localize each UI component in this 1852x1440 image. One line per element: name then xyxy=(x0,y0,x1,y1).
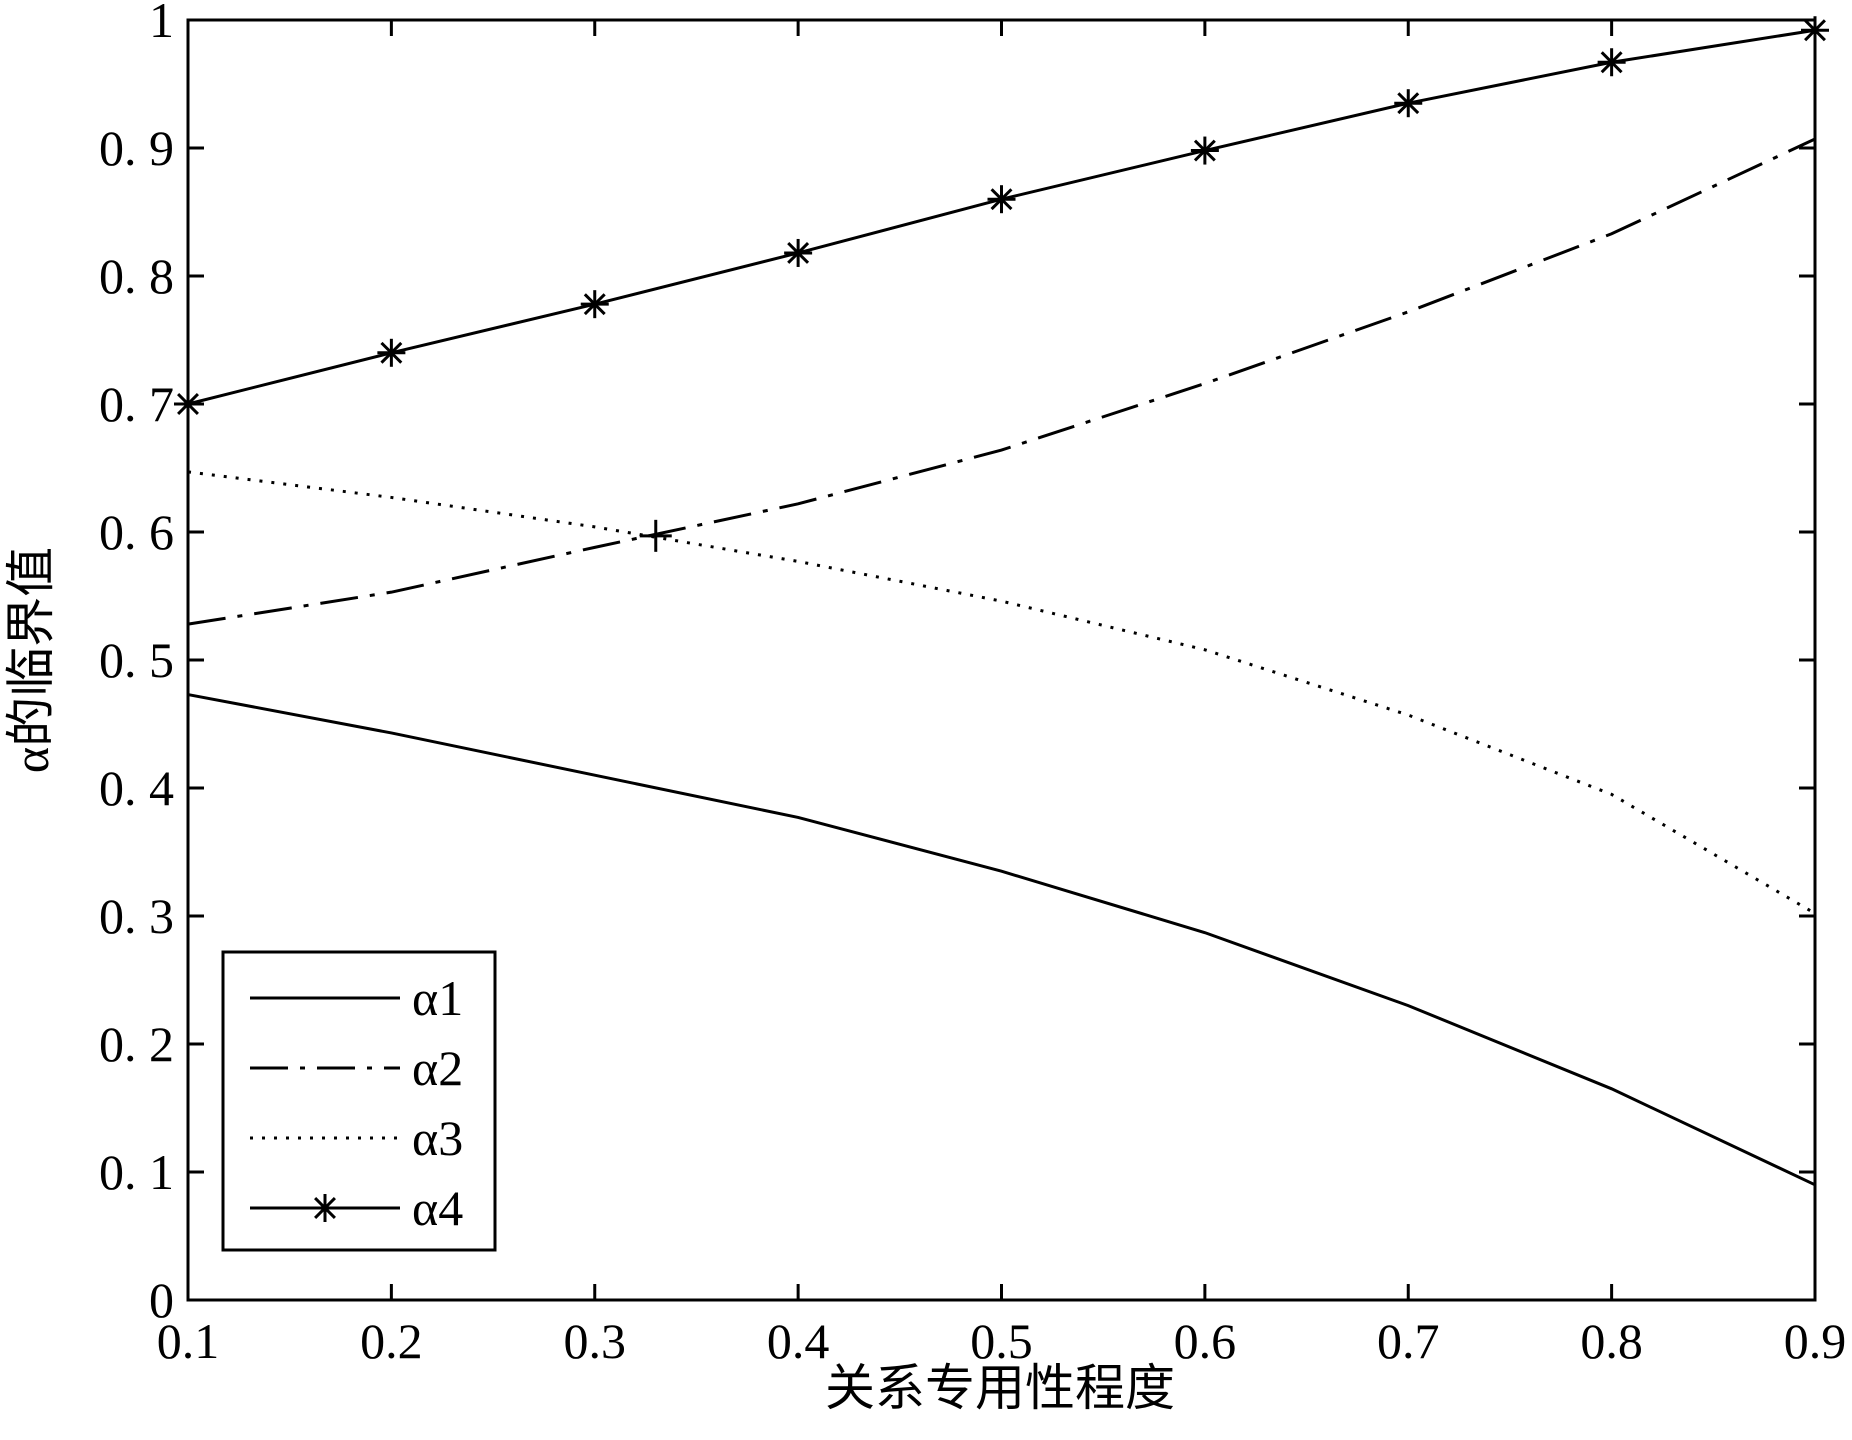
x-tick-label: 0.1 xyxy=(157,1313,220,1369)
y-axis: 0 0. 1 0. 2 0. 3 0. 4 0. 5 0. 6 0. 7 0. 8 0. 9 1 xyxy=(99,0,1815,1328)
legend-marker-4 xyxy=(311,1194,339,1222)
x-axis-label: 关系专用性程度 xyxy=(825,1360,1175,1416)
annotation-layer xyxy=(639,519,672,552)
series-4-point xyxy=(784,238,813,267)
y-tick-label: 0. 8 xyxy=(99,248,174,304)
x-tick-label: 0.2 xyxy=(360,1313,423,1369)
series-4-point xyxy=(1597,48,1626,77)
legend-label-1: α1 xyxy=(412,970,463,1026)
series-4-point xyxy=(987,185,1016,214)
legend-box xyxy=(221,950,497,1252)
series-line-1 xyxy=(187,693,1816,1187)
y-tick-label: 1 xyxy=(149,0,174,48)
legend: α1 α2 α3 α4 xyxy=(221,950,497,1252)
x-tick-label: 0.7 xyxy=(1377,1313,1440,1369)
legend-label-2: α2 xyxy=(412,1040,463,1096)
x-tick-label: 0.4 xyxy=(767,1313,830,1369)
y-axis-label: α的临界值 xyxy=(3,547,59,773)
x-axis: 0.1 0.2 0.3 0.4 0.5 0.6 0.7 0.8 0.9 xyxy=(157,20,1847,1369)
series-4-point xyxy=(1801,16,1829,45)
series-4-point xyxy=(377,338,406,367)
x-tick-label: 0.6 xyxy=(1174,1313,1237,1369)
x-tick-label: 0.8 xyxy=(1580,1313,1643,1369)
series-layer xyxy=(174,16,1829,1187)
legend-label-4: α4 xyxy=(412,1180,463,1236)
series-line-2 xyxy=(187,137,1816,626)
legend-label-3: α3 xyxy=(412,1110,463,1166)
y-tick-label: 0. 1 xyxy=(99,1144,174,1200)
series-4-point xyxy=(1394,89,1423,118)
series-4-point xyxy=(1190,136,1219,165)
y-tick-label: 0 xyxy=(149,1272,174,1328)
y-tick-label: 0. 7 xyxy=(99,376,174,432)
x-tick-label: 0.3 xyxy=(564,1313,627,1369)
y-tick-label: 0. 9 xyxy=(99,120,174,176)
y-tick-label: 0. 6 xyxy=(99,504,174,560)
y-tick-label: 0. 2 xyxy=(99,1016,174,1072)
series-4-point xyxy=(580,290,609,319)
plus-marker xyxy=(639,519,672,552)
y-tick-label: 0. 5 xyxy=(99,632,174,688)
y-tick-label: 0. 3 xyxy=(99,888,174,944)
y-tick-label: 0. 4 xyxy=(99,760,174,816)
series-4-point xyxy=(174,390,202,418)
x-tick-label: 0.9 xyxy=(1784,1313,1847,1369)
series-line-3 xyxy=(187,470,1816,915)
x-tick-label: 0.5 xyxy=(970,1313,1033,1369)
